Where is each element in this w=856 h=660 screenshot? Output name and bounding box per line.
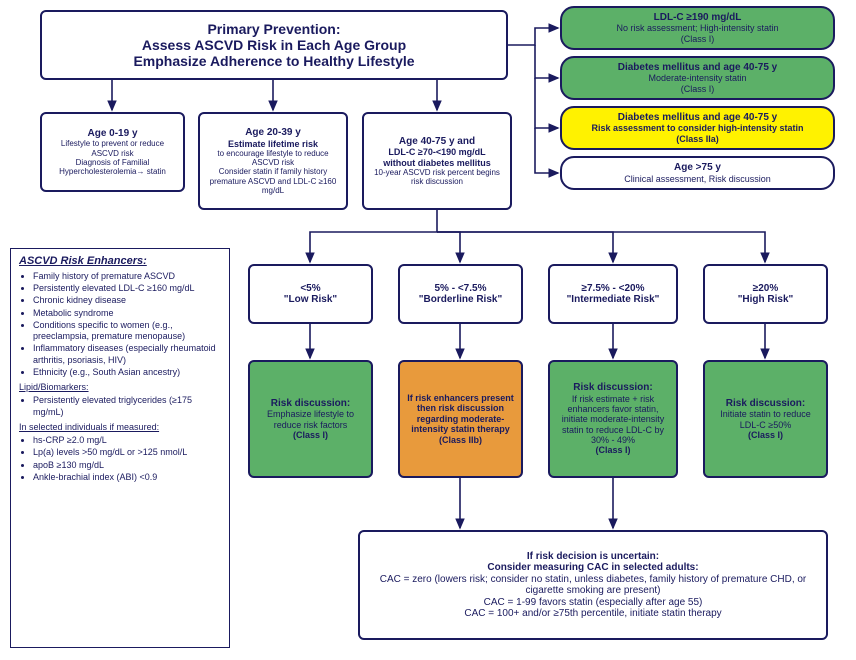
d1-h: Risk discussion: — [256, 398, 365, 410]
enh-item: Conditions specific to women (e.g., pree… — [33, 320, 221, 343]
risk-enhancers-box: ASCVD Risk Enhancers: Family history of … — [10, 248, 230, 648]
a019-l2: Diagnosis of Familial Hypercholesterolem… — [48, 158, 177, 176]
dm-mod-l2: Moderate-intensity statin — [568, 73, 827, 83]
a2039-l2: Consider statin if family history premat… — [206, 167, 340, 195]
disc-intermediate-box: Risk discussion: If risk estimate + risk… — [548, 360, 678, 478]
enh-item: Chronic kidney disease — [33, 295, 221, 306]
enh-item: Family history of premature ASCVD — [33, 271, 221, 282]
disc-low-box: Risk discussion: Emphasize lifestyle to … — [248, 360, 373, 478]
title-l1: Primary Prevention: — [48, 21, 500, 37]
enh-title: ASCVD Risk Enhancers: — [19, 255, 221, 269]
enh-item: Persistently elevated LDL-C ≥160 mg/dL — [33, 283, 221, 294]
risk-borderline-box: 5% - <7.5% "Borderline Risk" — [398, 264, 523, 324]
risk-intermediate-box: ≥7.5% - <20% "Intermediate Risk" — [548, 264, 678, 324]
rc3-pct: ≥7.5% - <20% — [556, 283, 670, 295]
a2039-h: Age 20-39 y — [206, 127, 340, 139]
a4075-h2: LDL-C ≥70-<190 mg/dL — [370, 147, 504, 157]
enh-list: Family history of premature ASCVD Persis… — [33, 271, 221, 378]
dm-hi-l2: Risk assessment to consider high-intensi… — [568, 123, 827, 133]
ldl190-l3: (Class I) — [568, 34, 827, 44]
dm-high-box: Diabetes mellitus and age 40-75 y Risk a… — [560, 106, 835, 150]
rc4-lab: "High Risk" — [711, 294, 820, 306]
sel-item: hs-CRP ≥2.0 mg/L — [33, 435, 221, 446]
a75-l2: Clinical assessment, Risk discussion — [568, 174, 827, 184]
a2039-l1: to encourage lifestyle to reduce ASCVD r… — [206, 149, 340, 167]
age-75-box: Age >75 y Clinical assessment, Risk disc… — [560, 156, 835, 190]
disc-high-box: Risk discussion: Initiate statin to redu… — [703, 360, 828, 478]
cac-l4: CAC = 1-99 favors statin (especially aft… — [366, 597, 820, 609]
sel-list: hs-CRP ≥2.0 mg/L Lp(a) levels >50 mg/dL … — [33, 435, 221, 483]
rc4-pct: ≥20% — [711, 283, 820, 295]
enh-item: Metabolic syndrome — [33, 308, 221, 319]
risk-low-box: <5% "Low Risk" — [248, 264, 373, 324]
age-20-39-box: Age 20-39 y Estimate lifetime risk to en… — [198, 112, 348, 210]
d3-b: If risk estimate + risk enhancers favor … — [556, 394, 670, 446]
a2039-sub: Estimate lifetime risk — [206, 139, 340, 149]
sel-item: Lp(a) levels >50 mg/dL or >125 nmol/L — [33, 447, 221, 458]
lipid-list: Persistently elevated triglycerides (≥17… — [33, 395, 221, 418]
a019-l1: Lifestyle to prevent or reduce ASCVD ris… — [48, 139, 177, 157]
dm-hi-l3: (Class IIa) — [568, 134, 827, 144]
ldl190-l1: LDL-C ≥190 mg/dL — [568, 12, 827, 24]
d4-b: Initiate statin to reduce LDL-C ≥50% — [711, 409, 820, 430]
dm-mod-l1: Diabetes mellitus and age 40-75 y — [568, 62, 827, 74]
d2-b: If risk enhancers present then risk disc… — [406, 393, 515, 434]
cac-l3: CAC = zero (lowers risk; consider no sta… — [366, 574, 820, 597]
cac-l1: If risk decision is uncertain: — [366, 551, 820, 563]
dm-moderate-box: Diabetes mellitus and age 40-75 y Modera… — [560, 56, 835, 100]
title-box: Primary Prevention: Assess ASCVD Risk in… — [40, 10, 508, 80]
sel-item: Ankle-brachial index (ABI) <0.9 — [33, 472, 221, 483]
rc1-lab: "Low Risk" — [256, 294, 365, 306]
cac-l5: CAC = 100+ and/or ≥75th percentile, init… — [366, 608, 820, 620]
d1-c: (Class I) — [256, 430, 365, 440]
dm-mod-l3: (Class I) — [568, 84, 827, 94]
disc-borderline-box: If risk enhancers present then risk disc… — [398, 360, 523, 478]
sel-header: In selected individuals if measured: — [19, 422, 221, 433]
sel-item: apoB ≥130 mg/dL — [33, 460, 221, 471]
dm-hi-l1: Diabetes mellitus and age 40-75 y — [568, 112, 827, 124]
enh-item: Ethnicity (e.g., South Asian ancestry) — [33, 367, 221, 378]
title-l3: Emphasize Adherence to Healthy Lifestyle — [48, 53, 500, 69]
a4075-h: Age 40-75 y and — [370, 136, 504, 148]
rc1-pct: <5% — [256, 283, 365, 295]
a4075-h3: without diabetes mellitus — [370, 158, 504, 168]
age-0-19-box: Age 0-19 y Lifestyle to prevent or reduc… — [40, 112, 185, 192]
d3-c: (Class I) — [556, 445, 670, 455]
lipid-item: Persistently elevated triglycerides (≥17… — [33, 395, 221, 418]
d2-c: (Class IIb) — [406, 435, 515, 445]
risk-high-box: ≥20% "High Risk" — [703, 264, 828, 324]
age-40-75-box: Age 40-75 y and LDL-C ≥70-<190 mg/dL wit… — [362, 112, 512, 210]
rc2-lab: "Borderline Risk" — [406, 294, 515, 306]
d1-b: Emphasize lifestyle to reduce risk facto… — [256, 409, 365, 430]
rc3-lab: "Intermediate Risk" — [556, 294, 670, 306]
cac-l2: Consider measuring CAC in selected adult… — [366, 562, 820, 574]
cac-box: If risk decision is uncertain: Consider … — [358, 530, 828, 640]
a4075-l1: 10-year ASCVD risk percent begins risk d… — [370, 168, 504, 186]
a019-h: Age 0-19 y — [48, 128, 177, 140]
d4-c: (Class I) — [711, 430, 820, 440]
ldl190-l2: No risk assessment; High-intensity stati… — [568, 23, 827, 33]
a75-l1: Age >75 y — [568, 162, 827, 174]
rc2-pct: 5% - <7.5% — [406, 283, 515, 295]
lipid-header: Lipid/Biomarkers: — [19, 382, 221, 393]
d4-h: Risk discussion: — [711, 398, 820, 410]
title-l2: Assess ASCVD Risk in Each Age Group — [48, 37, 500, 53]
ldl-190-box: LDL-C ≥190 mg/dL No risk assessment; Hig… — [560, 6, 835, 50]
d3-h: Risk discussion: — [556, 382, 670, 394]
enh-item: Inflammatory diseases (especially rheuma… — [33, 343, 221, 366]
